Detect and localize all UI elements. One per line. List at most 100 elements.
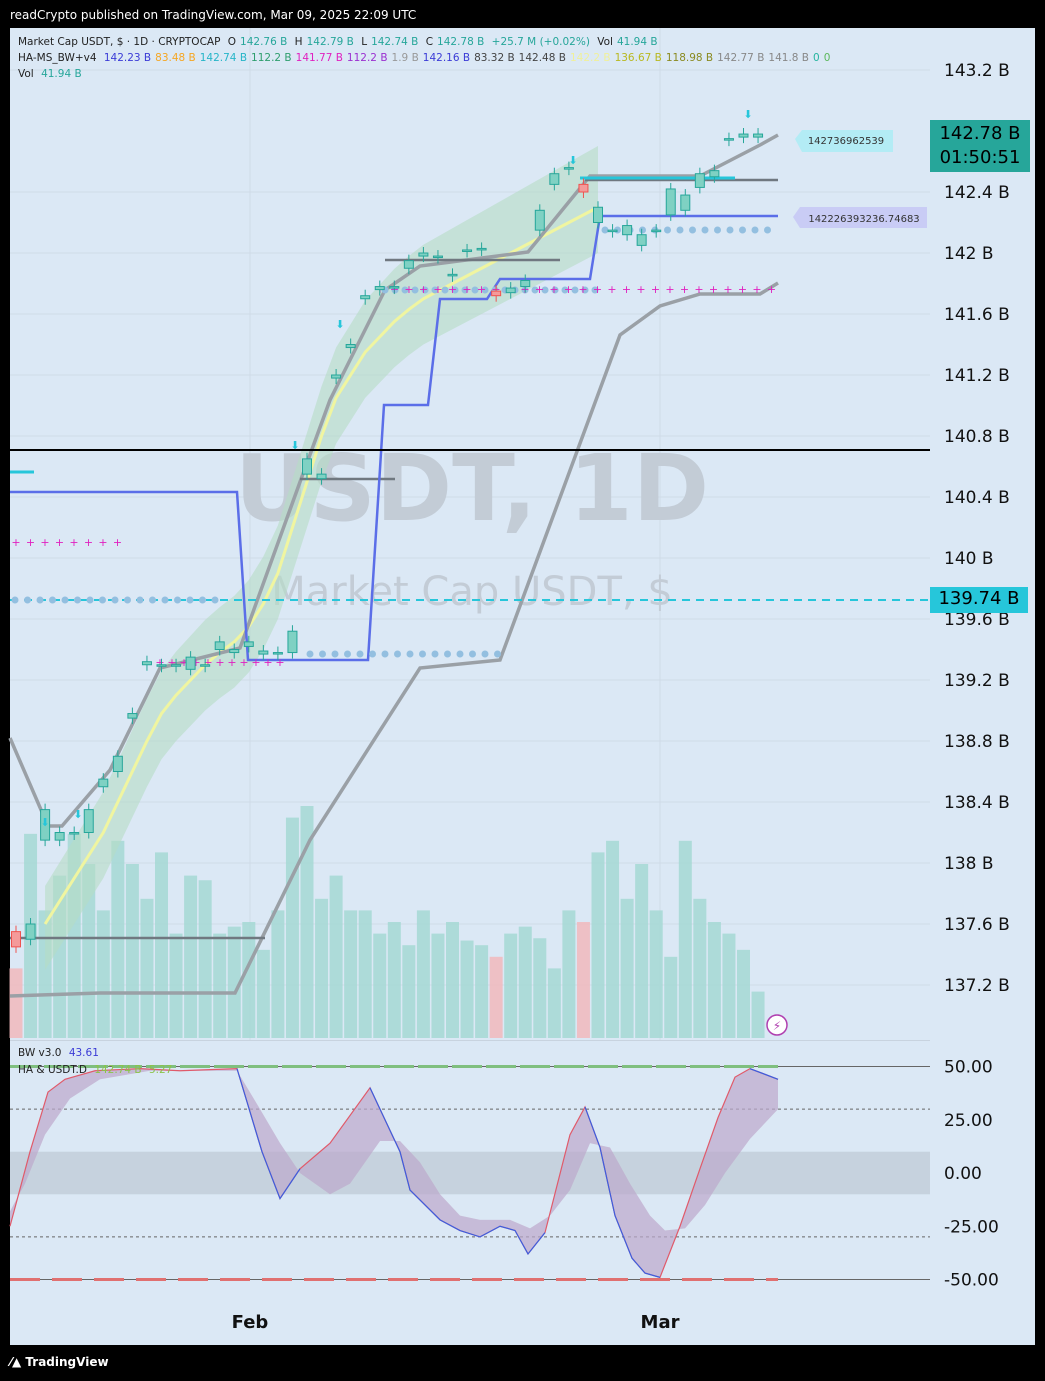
dot-marker bbox=[74, 596, 81, 604]
cross-marker: + bbox=[680, 283, 689, 296]
cross-marker: + bbox=[251, 656, 260, 669]
volume-bar bbox=[460, 940, 474, 1038]
osc-axis-label: -25.00 bbox=[944, 1217, 999, 1237]
time-axis-label: Mar bbox=[641, 1312, 680, 1333]
legend-vol-name: Vol bbox=[18, 68, 34, 80]
candle-body bbox=[403, 260, 414, 269]
dot-marker bbox=[739, 226, 746, 234]
legend-volume[interactable]: Vol 41.94 B bbox=[18, 68, 86, 80]
volume-bar bbox=[213, 933, 227, 1038]
cross-marker: + bbox=[723, 283, 732, 296]
legend-l-label: L bbox=[361, 36, 368, 48]
cross-marker: + bbox=[404, 283, 413, 296]
dot-marker bbox=[441, 286, 449, 294]
pane-divider[interactable] bbox=[10, 1040, 930, 1041]
candle-body bbox=[709, 170, 720, 178]
volume-bar bbox=[431, 933, 445, 1038]
candle-body bbox=[651, 229, 662, 233]
dot-marker bbox=[591, 286, 599, 294]
candle-body bbox=[185, 656, 196, 670]
legend-symbol[interactable]: Market Cap USDT, $ · 1D · CRYPTOCAP bbox=[18, 36, 221, 48]
cross-marker: + bbox=[40, 536, 49, 549]
last-price-value: 142.78 B bbox=[939, 123, 1021, 144]
dot-marker bbox=[111, 596, 119, 604]
osc-line-down bbox=[236, 1068, 301, 1200]
dot-marker bbox=[431, 286, 439, 294]
candle-body bbox=[753, 133, 764, 138]
legend-indicator-value: 136.67 B bbox=[614, 52, 662, 64]
signal-arrow: ⬇ bbox=[568, 154, 577, 167]
volume-bar bbox=[620, 898, 634, 1038]
legend-osc1[interactable]: BW v3.0 43.61 bbox=[18, 1047, 103, 1059]
legend-indicator[interactable]: HA-MS_BW+v4 142.23 B 83.48 B 142.74 B 112.2… bbox=[18, 52, 834, 64]
price-axis-label: 140 B bbox=[944, 549, 994, 569]
logo-icon: ⁄▲ bbox=[10, 1355, 26, 1369]
cross-marker: + bbox=[636, 283, 645, 296]
volume-bar bbox=[737, 949, 750, 1038]
candle-body bbox=[622, 225, 633, 236]
dot-marker bbox=[531, 286, 539, 294]
dot-marker bbox=[331, 650, 339, 658]
legend-indicator-value: 142.2 B bbox=[569, 52, 611, 64]
volume-bar bbox=[300, 806, 314, 1038]
line-price-value: 139.74 B bbox=[938, 588, 1020, 609]
candle-body bbox=[680, 194, 691, 211]
price-axis-label: 138.4 B bbox=[944, 793, 1010, 813]
cross-marker: + bbox=[239, 656, 248, 669]
callout-upper-text: 142736962539 bbox=[808, 136, 884, 147]
legend-vol-label: Vol bbox=[597, 36, 613, 48]
cross-marker: + bbox=[622, 283, 631, 296]
cross-marker: + bbox=[179, 656, 188, 669]
dot-marker bbox=[581, 286, 589, 294]
price-axis-label: 138 B bbox=[944, 854, 994, 874]
dot-marker bbox=[419, 650, 426, 658]
dot-marker bbox=[571, 286, 579, 294]
legend-osc2[interactable]: HA & USDT.D 142.74 B 5.27 bbox=[18, 1064, 176, 1076]
volume-bar bbox=[125, 864, 139, 1038]
dot-marker bbox=[461, 286, 469, 294]
candle-body bbox=[607, 229, 618, 233]
dot-marker bbox=[431, 650, 439, 658]
cross-marker: + bbox=[167, 656, 176, 669]
cross-marker: + bbox=[98, 536, 107, 549]
lightning-icon bbox=[766, 1014, 788, 1036]
legend-main: Market Cap USDT, $ · 1D · CRYPTOCAP O 142… bbox=[18, 36, 662, 48]
legend-indicator-name: HA-MS_BW+v4 bbox=[18, 52, 97, 64]
dot-marker bbox=[639, 226, 646, 234]
brand-text: TradingView bbox=[25, 1355, 109, 1369]
dot-marker bbox=[469, 650, 476, 658]
cross-marker: + bbox=[275, 656, 284, 669]
candle-body bbox=[505, 287, 516, 294]
cross-marker: + bbox=[651, 283, 660, 296]
dot-marker bbox=[24, 596, 31, 604]
volume-bar bbox=[315, 898, 329, 1038]
volume-bar bbox=[402, 945, 416, 1038]
candle-body bbox=[272, 652, 283, 655]
osc-axis-label: -50.00 bbox=[944, 1271, 999, 1291]
candle-body bbox=[287, 630, 298, 654]
legend-indicator-value: 142.16 B bbox=[422, 52, 471, 64]
dot-marker bbox=[356, 650, 364, 658]
cross-marker: + bbox=[578, 283, 587, 296]
candle-body bbox=[534, 209, 545, 231]
dot-marker bbox=[444, 650, 451, 658]
candle-body bbox=[345, 344, 356, 349]
cross-marker: + bbox=[752, 283, 761, 296]
signal-arrow: ⬇ bbox=[335, 318, 344, 331]
dot-marker bbox=[306, 650, 314, 658]
cross-marker: + bbox=[433, 283, 442, 296]
price-axis-label: 137.2 B bbox=[944, 976, 1010, 996]
candle-body bbox=[738, 133, 749, 138]
signal-arrow: ⬇ bbox=[743, 108, 752, 121]
cross-marker: + bbox=[11, 536, 20, 549]
legend-indicator-value: 142.77 B bbox=[717, 52, 765, 64]
cross-marker: + bbox=[419, 283, 428, 296]
dot-marker bbox=[99, 596, 106, 604]
time-axis-label: Feb bbox=[232, 1312, 269, 1333]
candle-body bbox=[83, 809, 94, 833]
volume-bar bbox=[140, 898, 154, 1038]
volume-bar bbox=[329, 875, 343, 1038]
candle-body bbox=[418, 252, 429, 257]
tradingview-logo[interactable]: ⁄▲ TradingView bbox=[10, 1355, 109, 1369]
